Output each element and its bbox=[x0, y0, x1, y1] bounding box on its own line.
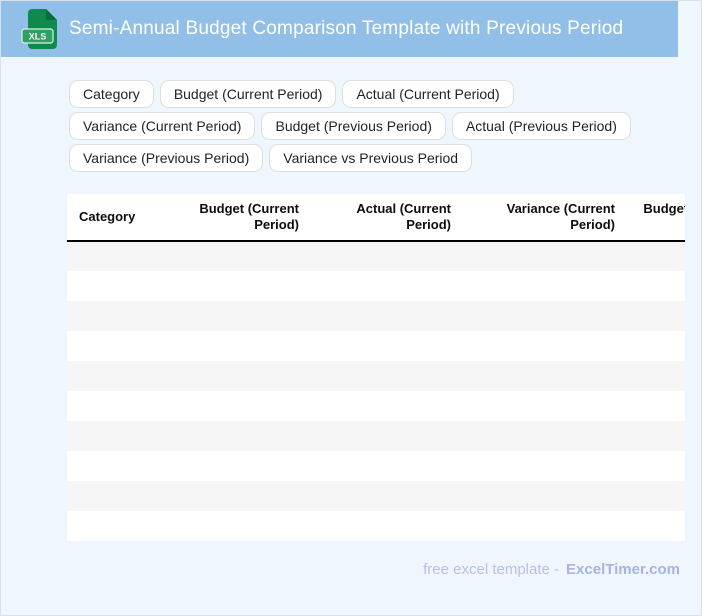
table-body bbox=[67, 241, 685, 541]
chip-budget-current-period[interactable]: Budget (Current Period) bbox=[159, 80, 337, 108]
table-row bbox=[67, 271, 685, 301]
table-cell bbox=[67, 481, 685, 511]
table-row bbox=[67, 481, 685, 511]
table-row bbox=[67, 451, 685, 481]
column-header-variance-current-period: Variance (Current Period) bbox=[459, 194, 623, 242]
table-row bbox=[67, 511, 685, 541]
table-cell bbox=[67, 421, 685, 451]
page-title: Semi-Annual Budget Comparison Template w… bbox=[69, 18, 624, 39]
column-chip-list: Category Budget (Current Period) Actual … bbox=[69, 80, 689, 172]
budget-comparison-table-viewport: Category Budget (Current Period) Actual … bbox=[67, 194, 685, 541]
table-cell bbox=[67, 241, 685, 271]
column-header-budget-previous-period: Budget (Previous Period) bbox=[623, 194, 685, 242]
table-header-row: Category Budget (Current Period) Actual … bbox=[67, 194, 685, 242]
column-header-budget-current-period: Budget (Current Period) bbox=[187, 194, 307, 242]
table-row bbox=[67, 241, 685, 271]
table-cell bbox=[67, 361, 685, 391]
app-header: XLS Semi-Annual Budget Comparison Templa… bbox=[1, 1, 678, 57]
xls-badge bbox=[21, 28, 54, 44]
footer-brand-link[interactable]: ExcelTimer.com bbox=[566, 561, 680, 578]
table-row bbox=[67, 391, 685, 421]
chip-variance-vs-previous-period[interactable]: Variance vs Previous Period bbox=[269, 144, 473, 172]
table-row bbox=[67, 361, 685, 391]
table-cell bbox=[67, 451, 685, 481]
table-cell bbox=[67, 391, 685, 421]
chip-actual-current-period[interactable]: Actual (Current Period) bbox=[342, 80, 514, 108]
footer: free excel template - ExcelTimer.com bbox=[1, 561, 701, 578]
footer-text: free excel template - bbox=[423, 561, 560, 578]
chip-actual-previous-period[interactable]: Actual (Previous Period) bbox=[451, 112, 631, 140]
chip-category[interactable]: Category bbox=[69, 80, 154, 108]
xls-badge-label: XLS bbox=[29, 32, 47, 42]
table-cell bbox=[67, 511, 685, 541]
budget-comparison-table: Category Budget (Current Period) Actual … bbox=[67, 194, 685, 541]
chip-variance-current-period[interactable]: Variance (Current Period) bbox=[69, 112, 256, 140]
table-row bbox=[67, 421, 685, 451]
column-header-actual-current-period: Actual (Current Period) bbox=[307, 194, 459, 242]
table-row bbox=[67, 301, 685, 331]
table-cell bbox=[67, 271, 685, 301]
chip-variance-previous-period[interactable]: Variance (Previous Period) bbox=[69, 144, 264, 172]
chip-budget-previous-period[interactable]: Budget (Previous Period) bbox=[261, 112, 446, 140]
column-header-category: Category bbox=[67, 194, 187, 242]
table-cell bbox=[67, 301, 685, 331]
xls-file-icon: XLS bbox=[21, 9, 57, 49]
table-cell bbox=[67, 331, 685, 361]
table-row bbox=[67, 331, 685, 361]
